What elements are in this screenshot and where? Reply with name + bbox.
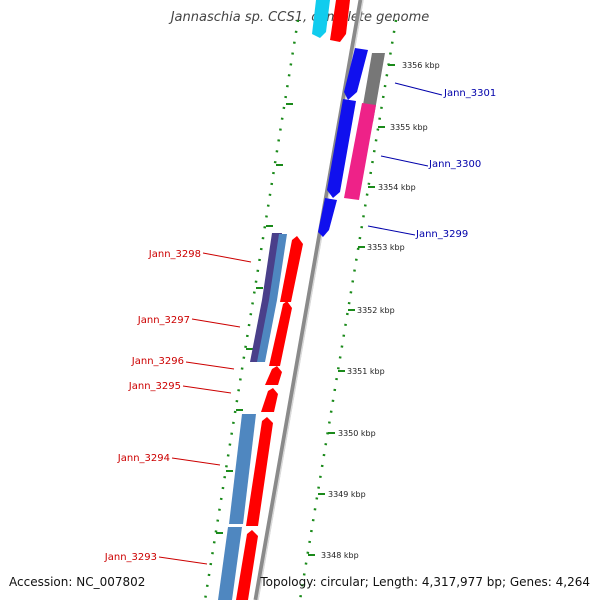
gene-label-jann-3295[interactable]: Jann_3295	[128, 381, 181, 392]
leader-jann-3293	[159, 557, 207, 564]
topology-label: Topology: circular; Length: 4,317,977 bp…	[260, 575, 590, 589]
gene-label-jann-3298[interactable]: Jann_3298	[148, 249, 201, 260]
gene-label-jann-3299[interactable]: Jann_3299	[415, 229, 468, 240]
gene-cyan-top	[312, 0, 330, 38]
kbp-label-3353: 3353 kbp	[367, 243, 405, 252]
leader-jann-3300	[381, 156, 428, 166]
gene-red-top	[330, 0, 350, 42]
gene-jann-3296-red	[265, 366, 282, 385]
gene-label-jann-3297[interactable]: Jann_3297	[137, 315, 190, 326]
kbp-label-3350: 3350 kbp	[338, 429, 376, 438]
kbp-label-3348: 3348 kbp	[321, 551, 359, 560]
kbp-label-3354: 3354 kbp	[378, 183, 416, 192]
kbp-label-3356: 3356 kbp	[402, 61, 440, 70]
kbp-label-3349: 3349 kbp	[328, 490, 366, 499]
gene-label-jann-3300[interactable]: Jann_3300	[428, 159, 481, 170]
leader-jann-3294	[172, 458, 220, 465]
gene-label-jann-3294[interactable]: Jann_3294	[117, 453, 170, 464]
gene-label-jann-3301[interactable]: Jann_3301	[443, 88, 496, 99]
kbp-label-3351: 3351 kbp	[347, 367, 385, 376]
leader-jann-3301	[395, 83, 442, 95]
leader-jann-3299	[368, 226, 415, 235]
leader-jann-3295	[183, 386, 231, 393]
gene-jann-3295-red	[261, 388, 278, 412]
leader-jann-3297	[192, 319, 240, 327]
leader-jann-3298	[203, 253, 251, 262]
gene-label-jann-3293[interactable]: Jann_3293	[104, 552, 157, 563]
leader-jann-3296	[186, 362, 234, 369]
accession-label: Accession: NC_007802	[9, 575, 145, 589]
gene-label-jann-3296[interactable]: Jann_3296	[131, 356, 184, 367]
kbp-label-3355: 3355 kbp	[390, 123, 428, 132]
kbp-label-3352: 3352 kbp	[357, 306, 395, 315]
